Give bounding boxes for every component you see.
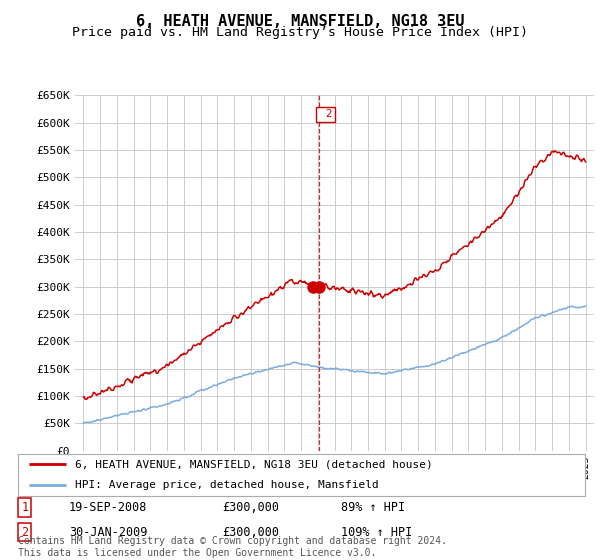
Text: 89% ↑ HPI: 89% ↑ HPI	[341, 501, 406, 515]
Text: 1: 1	[21, 501, 28, 515]
Text: Price paid vs. HM Land Registry’s House Price Index (HPI): Price paid vs. HM Land Registry’s House …	[72, 26, 528, 39]
Text: 109% ↑ HPI: 109% ↑ HPI	[341, 525, 412, 539]
Text: 6, HEATH AVENUE, MANSFIELD, NG18 3EU: 6, HEATH AVENUE, MANSFIELD, NG18 3EU	[136, 14, 464, 29]
Text: 19-SEP-2008: 19-SEP-2008	[69, 501, 148, 515]
Text: Contains HM Land Registry data © Crown copyright and database right 2024.
This d: Contains HM Land Registry data © Crown c…	[18, 536, 447, 558]
Text: 6, HEATH AVENUE, MANSFIELD, NG18 3EU (detached house): 6, HEATH AVENUE, MANSFIELD, NG18 3EU (de…	[75, 459, 433, 469]
Text: 2: 2	[21, 525, 28, 539]
Text: £300,000: £300,000	[222, 525, 279, 539]
Text: HPI: Average price, detached house, Mansfield: HPI: Average price, detached house, Mans…	[75, 480, 379, 490]
Text: £300,000: £300,000	[222, 501, 279, 515]
Text: 2: 2	[319, 109, 332, 119]
Text: 30-JAN-2009: 30-JAN-2009	[69, 525, 148, 539]
